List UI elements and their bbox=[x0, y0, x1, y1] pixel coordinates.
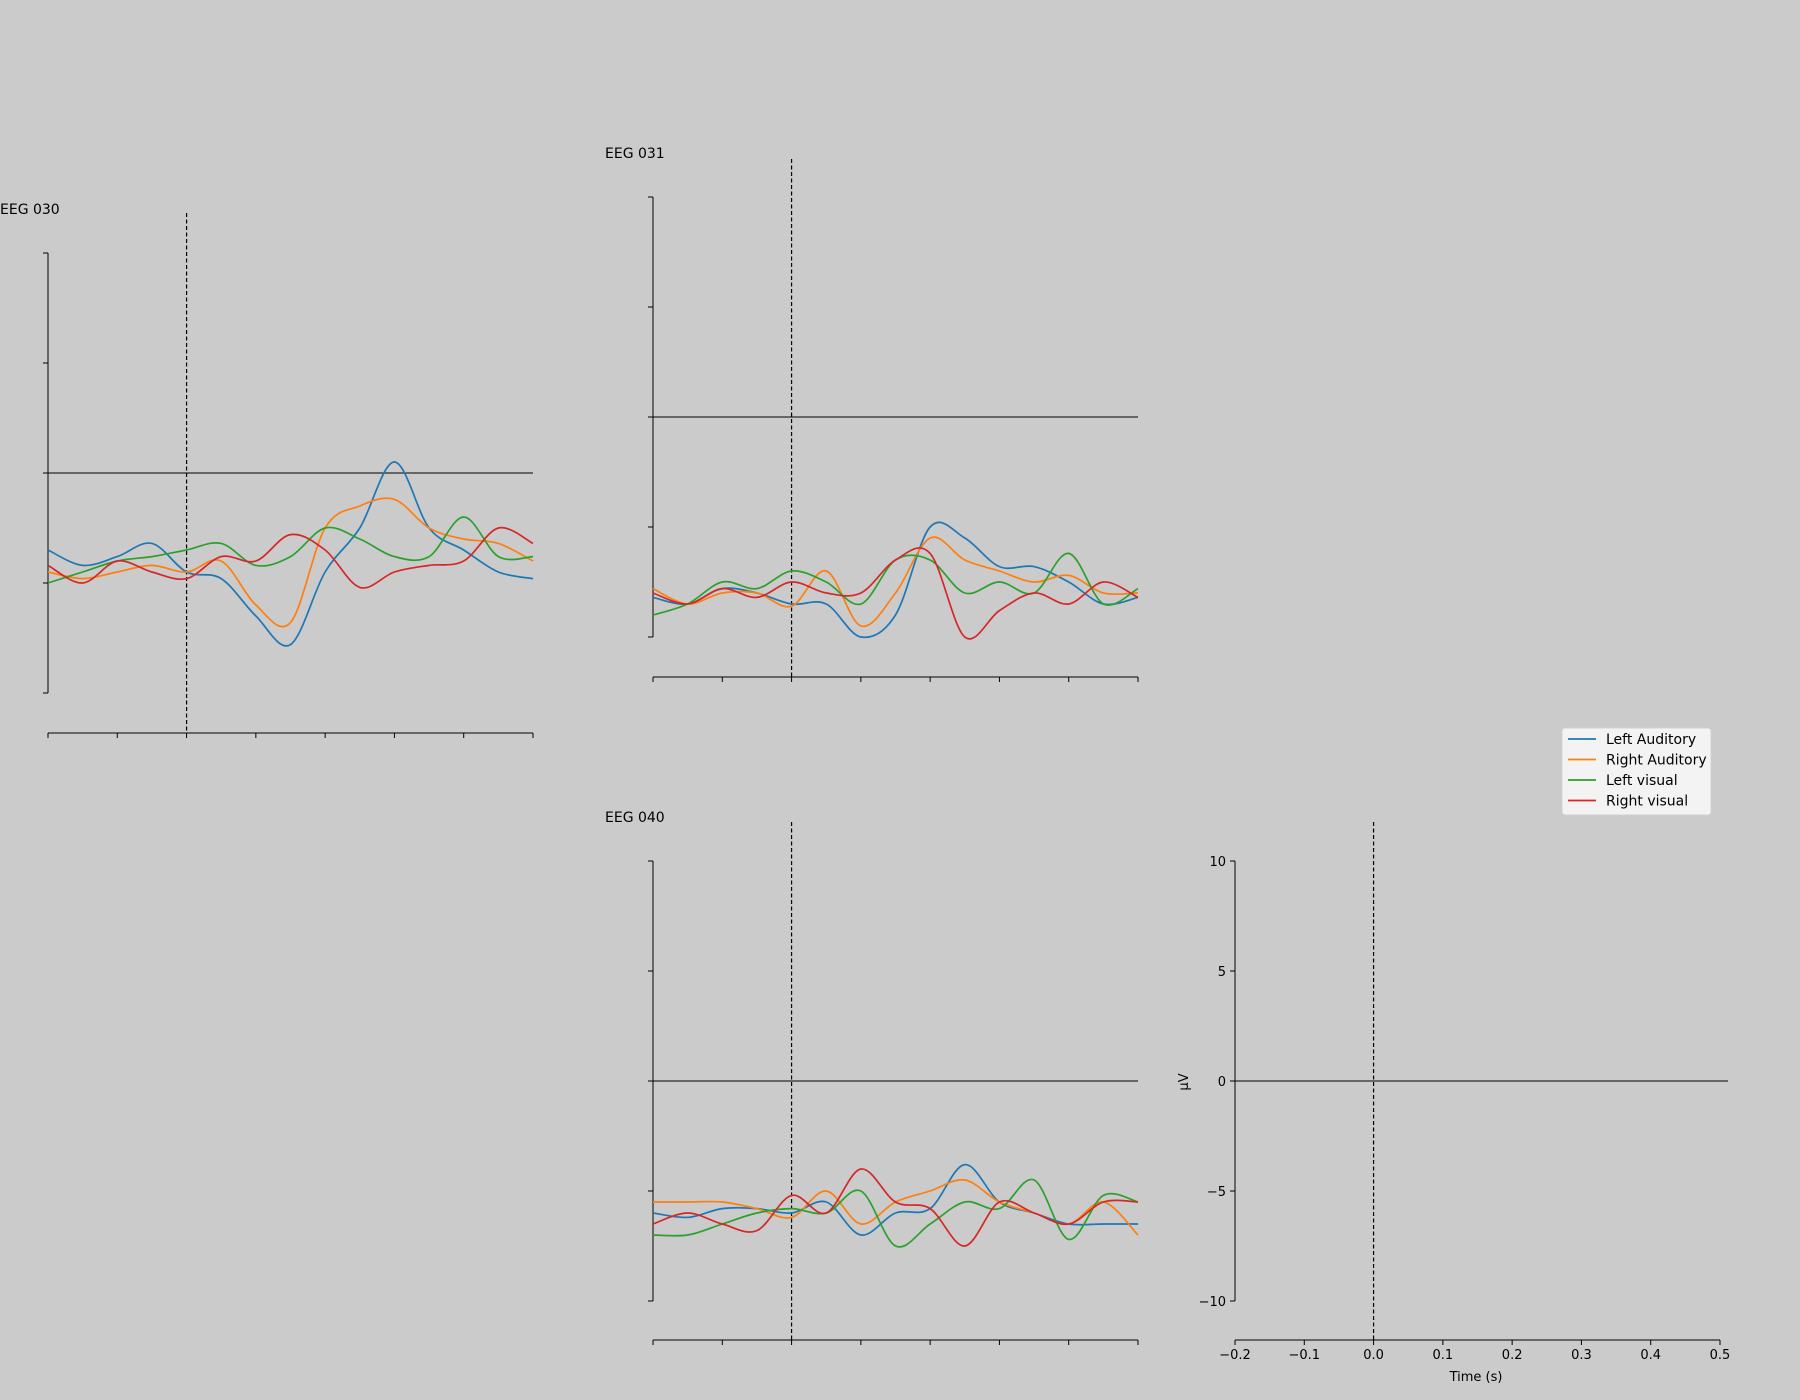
series-line-right-auditory bbox=[653, 1178, 1139, 1236]
series-line-right-auditory bbox=[47, 497, 534, 628]
panel-title-eeg-040: EEG 040 bbox=[605, 810, 665, 826]
plot-area-eeg-030 bbox=[43, 213, 534, 738]
series-line-left-visual bbox=[47, 516, 534, 584]
scale-x-tick-label: 0.5 bbox=[1710, 1348, 1731, 1363]
panel-eeg-040: EEG 040 bbox=[605, 810, 1139, 1345]
series-line-right-visual bbox=[652, 1168, 1139, 1247]
series-line-left-visual bbox=[652, 552, 1139, 616]
scale-x-tick-label: −0.1 bbox=[1288, 1348, 1320, 1363]
legend-box bbox=[1561, 727, 1712, 816]
legend-entry: Right Auditory bbox=[1606, 753, 1707, 769]
x-axis-label: Time (s) bbox=[1449, 1370, 1503, 1385]
scale-y-tick-label: −5 bbox=[1207, 1185, 1226, 1200]
series-line-left-auditory bbox=[652, 1163, 1138, 1236]
legend: Left Auditory Right Auditory Left visual Ri… bbox=[1561, 727, 1712, 816]
series-line-right-visual bbox=[47, 526, 534, 589]
series-line-left-auditory bbox=[47, 461, 534, 647]
scale-x-tick-label: 0.1 bbox=[1433, 1348, 1454, 1363]
scale-panel: 10 5 0 −5 −10 −0.2 −0.1 0.0 0.1 0.2 0.3 0.4 0.5 Time… bbox=[1177, 822, 1730, 1385]
scale-x-tick-label: 0.4 bbox=[1640, 1348, 1661, 1363]
series-line-left-auditory bbox=[652, 521, 1139, 639]
scale-x-tick-label: −0.2 bbox=[1219, 1348, 1251, 1363]
plot-area-eeg-031 bbox=[648, 159, 1139, 682]
panel-title-eeg-030: EEG 030 bbox=[0, 202, 60, 218]
scale-y-tick-label: 0 bbox=[1218, 1075, 1226, 1090]
legend-entry: Right visual bbox=[1606, 794, 1688, 810]
series-line-right-auditory bbox=[652, 536, 1139, 628]
legend-entry: Left Auditory bbox=[1606, 732, 1696, 748]
panel-eeg-031: EEG 031 bbox=[605, 146, 1139, 682]
scale-y-tick-label: −10 bbox=[1199, 1295, 1226, 1310]
y-axis-label: μV bbox=[1177, 1073, 1192, 1090]
panel-title-eeg-031: EEG 031 bbox=[605, 146, 665, 162]
scale-y-tick-label: 10 bbox=[1209, 855, 1226, 870]
scale-plot-area: 10 5 0 −5 −10 −0.2 −0.1 0.0 0.1 0.2 0.3 0.4 0.5 bbox=[1199, 822, 1731, 1363]
scale-x-tick-label: 0.0 bbox=[1363, 1348, 1384, 1363]
series-line-left-visual bbox=[652, 1178, 1139, 1248]
scale-x-tick-label: 0.3 bbox=[1571, 1348, 1592, 1363]
panel-eeg-030: EEG 030 bbox=[0, 202, 534, 738]
plot-area-eeg-040 bbox=[648, 822, 1139, 1345]
scale-y-tick-label: 5 bbox=[1218, 965, 1226, 980]
scale-x-tick-label: 0.2 bbox=[1502, 1348, 1523, 1363]
series-line-right-visual bbox=[652, 547, 1139, 640]
legend-entry: Left visual bbox=[1606, 773, 1678, 789]
